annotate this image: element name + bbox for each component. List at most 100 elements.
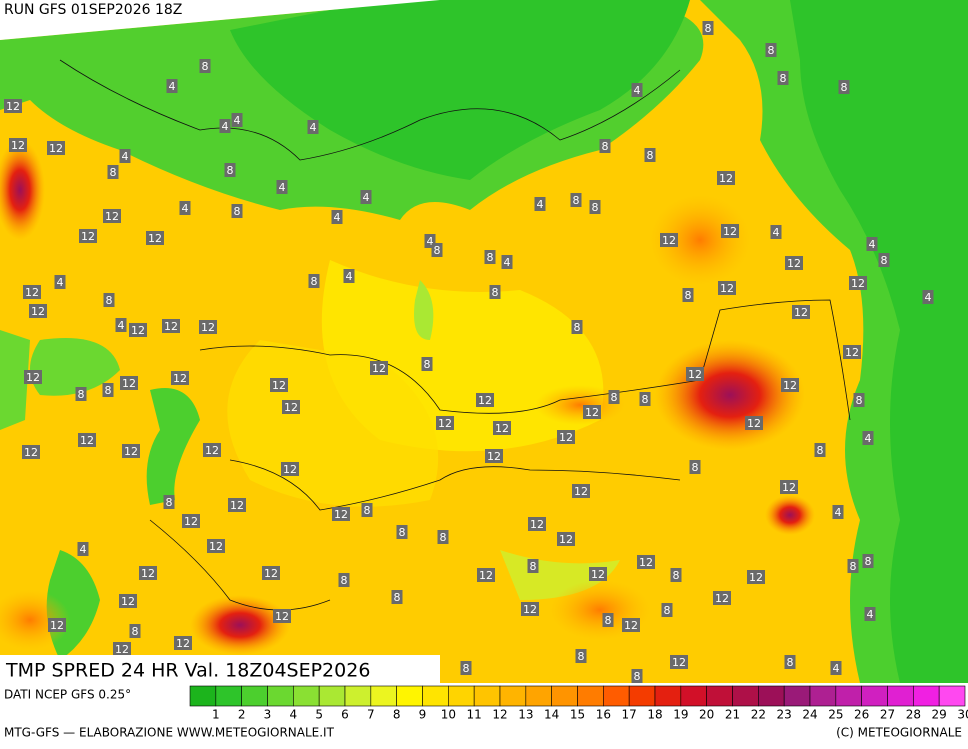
map-label: 12 — [479, 569, 493, 582]
map-label: 8 — [487, 251, 494, 264]
map-label: 8 — [105, 384, 112, 397]
map-label: 12 — [164, 320, 178, 333]
map-label: 12 — [794, 306, 808, 319]
map-label: 4 — [234, 114, 241, 127]
map-label: 4 — [833, 662, 840, 675]
label-box — [162, 319, 180, 333]
label-box — [231, 204, 243, 218]
label-box — [747, 570, 765, 584]
scale-swatch — [628, 685, 656, 707]
label-box — [47, 141, 65, 155]
label-box — [270, 378, 288, 392]
label-box — [485, 449, 503, 463]
scale-label: 30 — [957, 708, 968, 722]
color-scale: 1 2 3 4 5 6 7 8 9 10 11 12 13 14 15 16 17 18 19 20 21 22 23 24 2… — [189, 685, 968, 722]
map-label: 12 — [662, 234, 676, 247]
map-label: 4 — [346, 270, 353, 283]
label-box — [682, 288, 694, 302]
label-box — [437, 530, 449, 544]
scale-label: 9 — [419, 708, 427, 722]
label-box — [119, 149, 131, 163]
label-box — [174, 636, 192, 650]
map-label: 12 — [122, 377, 136, 390]
map-label: 4 — [118, 319, 125, 332]
map-label: 4 — [279, 181, 286, 194]
label-box — [477, 568, 495, 582]
label-box — [849, 276, 867, 290]
map-label: 12 — [845, 346, 859, 359]
label-box — [784, 655, 796, 669]
label-box — [4, 99, 22, 113]
scale-swatch — [396, 685, 423, 707]
map-label: 12 — [591, 568, 605, 581]
scale-label: 16 — [596, 708, 611, 722]
label-box — [843, 345, 861, 359]
map-label: 12 — [639, 556, 653, 569]
label-box — [77, 542, 89, 556]
scale-label: 6 — [341, 708, 349, 722]
label-box — [686, 367, 704, 381]
map-label: 12 — [141, 567, 155, 580]
label-box — [608, 390, 620, 404]
map-label: 8 — [78, 388, 85, 401]
map-label: 8 — [132, 625, 139, 638]
label-box — [583, 405, 601, 419]
label-box — [780, 480, 798, 494]
map-label: 8 — [434, 244, 441, 257]
scale-swatch — [525, 685, 552, 707]
map-label: 12 — [24, 446, 38, 459]
map-label: 12 — [209, 540, 223, 553]
map-label: 12 — [49, 142, 63, 155]
map-label: 8 — [592, 201, 599, 214]
map-label: 12 — [624, 619, 638, 632]
map-label: 8 — [234, 205, 241, 218]
map-label: 4 — [122, 150, 129, 163]
map-label: 12 — [559, 533, 573, 546]
label-box — [281, 462, 299, 476]
label-box — [661, 603, 673, 617]
label-box — [717, 171, 735, 185]
map-label: 12 — [787, 257, 801, 270]
footer-copyright: (C) METEOGIORNALE — [836, 726, 962, 740]
label-box — [199, 320, 217, 334]
label-box — [781, 378, 799, 392]
map-label: 12 — [11, 139, 25, 152]
scale-label: 1 — [212, 708, 220, 722]
label-box — [571, 320, 583, 334]
map-label: 4 — [182, 202, 189, 215]
map-label: 8 — [856, 394, 863, 407]
label-box — [228, 498, 246, 512]
field-title: TMP SPRED 24 HR Val. 18Z04SEP2026 — [5, 660, 370, 682]
map-label: 8 — [664, 604, 671, 617]
map-label: 12 — [264, 567, 278, 580]
map-label: 8 — [227, 164, 234, 177]
map-label: 8 — [364, 504, 371, 517]
label-box — [765, 43, 777, 57]
label-box — [489, 285, 501, 299]
map-label: 12 — [749, 571, 763, 584]
map-label: 8 — [166, 496, 173, 509]
label-box — [527, 559, 539, 573]
label-box — [501, 255, 513, 269]
map-label: 12 — [205, 444, 219, 457]
label-box — [864, 607, 876, 621]
map-label: 8 — [841, 81, 848, 94]
label-box — [219, 119, 231, 133]
label-box — [391, 590, 403, 604]
label-box — [599, 139, 611, 153]
label-box — [29, 304, 47, 318]
scale-label: 20 — [699, 708, 714, 722]
map-label: 12 — [372, 362, 386, 375]
scale-swatch — [938, 685, 966, 707]
scale-label: 11 — [467, 708, 482, 722]
map-label: 12 — [487, 450, 501, 463]
scale-label: 18 — [647, 708, 662, 722]
map-label: 12 — [148, 232, 162, 245]
scale-label: 5 — [315, 708, 323, 722]
label-box — [637, 555, 655, 569]
scale-swatch — [318, 685, 346, 707]
map-label: 4 — [222, 120, 229, 133]
label-box — [631, 669, 643, 683]
